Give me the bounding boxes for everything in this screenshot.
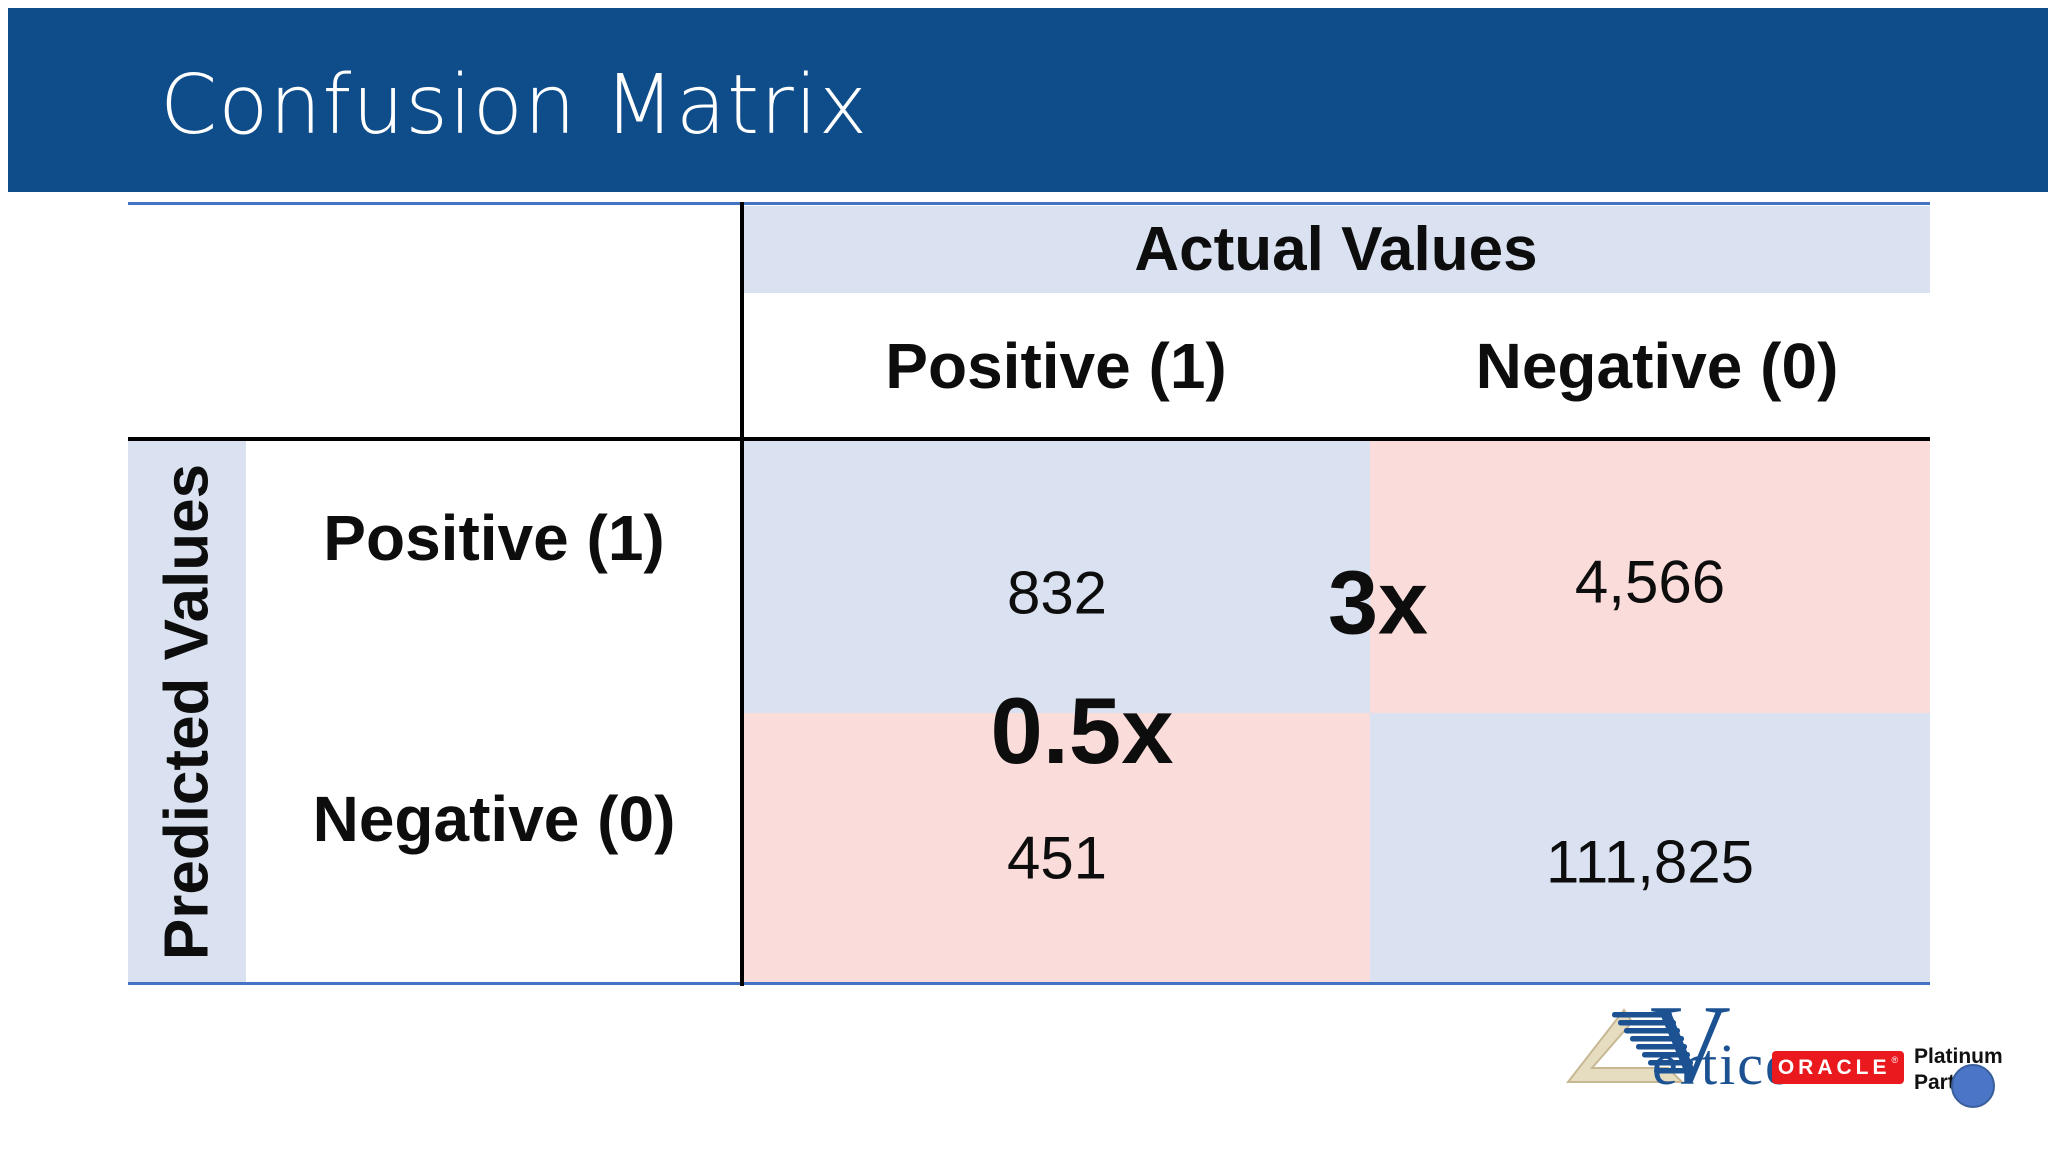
- cell-true-positive: [744, 441, 1370, 713]
- false-positive-cost-annotation: 3x: [1327, 553, 1429, 654]
- row-group-header: [128, 441, 246, 982]
- title-banner: Confusion Matrix: [8, 8, 2048, 192]
- vertice-logo: V: [1565, 990, 1731, 1090]
- vertice-bars-icon: [1612, 1012, 1696, 1074]
- label-separator-line: [740, 202, 744, 986]
- blue-circle-indicator: [1951, 1064, 1995, 1108]
- value-true-negative: 111,825: [1546, 828, 1754, 896]
- column-group-header: Actual Values: [742, 206, 1930, 293]
- table-bottom-border: [128, 982, 1930, 985]
- page-title: Confusion Matrix: [160, 58, 869, 153]
- false-negative-cost-annotation: 0.5x: [990, 678, 1174, 783]
- vertice-wordmark: ertice: [1652, 1032, 1793, 1097]
- cell-false-positive: [1370, 441, 1930, 713]
- value-false-negative: 451: [1006, 824, 1108, 892]
- vertice-v-glyph: V: [1650, 990, 1731, 1090]
- partner-line-platinum: Platinum: [1914, 1045, 2003, 1068]
- row-header-positive: Positive (1): [323, 502, 665, 574]
- oracle-logo: ORACLE ®: [1772, 1051, 1904, 1084]
- table-top-border: [128, 202, 1930, 205]
- cell-true-negative: [1370, 713, 1930, 983]
- row-header-negative: Negative (0): [312, 783, 676, 855]
- predicted-values-label: Predicted Values: [152, 463, 222, 961]
- actual-values-label: Actual Values: [1134, 215, 1538, 284]
- col-header-positive: Positive (1): [885, 330, 1227, 402]
- col-header-negative: Negative (0): [1475, 330, 1839, 402]
- value-false-positive: 4,566: [1574, 548, 1726, 616]
- value-true-positive: 832: [1006, 559, 1108, 627]
- oracle-logo-text: ORACLE: [1777, 1055, 1891, 1079]
- header-separator-line: [128, 437, 1930, 441]
- cell-false-negative: [744, 713, 1370, 983]
- oracle-registered-mark: ®: [1891, 1055, 1899, 1065]
